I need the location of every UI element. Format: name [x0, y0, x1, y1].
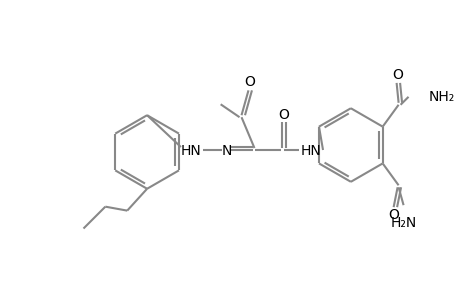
Text: NH₂: NH₂ — [427, 90, 453, 104]
Text: N: N — [221, 144, 231, 158]
Text: O: O — [244, 75, 254, 89]
Text: HN: HN — [180, 144, 201, 158]
Text: HN: HN — [300, 144, 321, 158]
Text: O: O — [387, 208, 398, 222]
Text: O: O — [277, 108, 288, 122]
Text: O: O — [392, 68, 402, 82]
Text: H₂N: H₂N — [390, 216, 416, 230]
